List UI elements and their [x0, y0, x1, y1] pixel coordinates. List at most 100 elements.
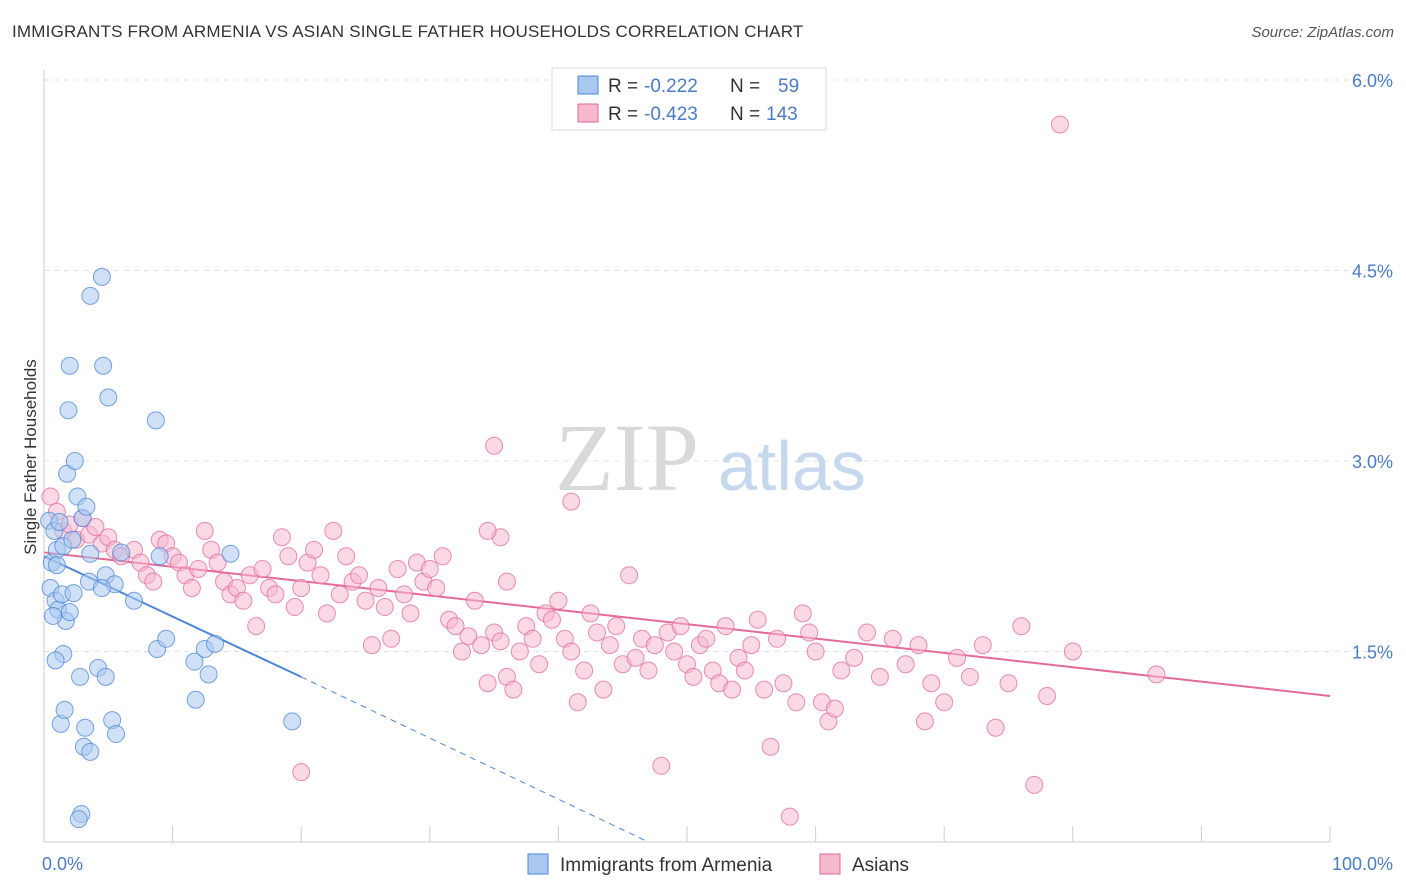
point-asians	[497, 572, 516, 591]
point-asians	[787, 693, 806, 712]
point-armenia	[81, 544, 100, 563]
point-armenia	[107, 725, 126, 744]
point-armenia	[112, 543, 131, 562]
point-asians	[362, 636, 381, 655]
point-asians	[485, 436, 504, 455]
legend-n-value: 59	[778, 76, 799, 97]
point-asians	[594, 680, 613, 699]
point-asians	[755, 680, 774, 699]
point-armenia	[185, 652, 204, 671]
point-asians	[870, 667, 889, 686]
point-armenia	[63, 530, 82, 549]
point-armenia	[64, 584, 83, 603]
point-asians	[883, 629, 902, 648]
point-asians	[915, 712, 934, 731]
point-armenia	[59, 401, 78, 420]
point-asians	[742, 636, 761, 655]
y-tick-label: 4.5%	[1352, 262, 1393, 282]
point-asians	[600, 636, 619, 655]
point-asians	[478, 674, 497, 693]
point-armenia	[186, 690, 205, 709]
point-armenia	[65, 452, 84, 470]
point-armenia	[60, 603, 79, 622]
point-asians	[935, 693, 954, 712]
point-asians	[1063, 642, 1082, 661]
axes	[43, 70, 1331, 843]
point-armenia	[60, 356, 79, 375]
point-asians	[266, 585, 285, 604]
point-asians	[986, 718, 1005, 737]
source-credit: Source: ZipAtlas.com	[1251, 24, 1394, 41]
point-asians	[832, 661, 851, 680]
legend-n-label: N =	[730, 104, 760, 125]
point-armenia	[99, 388, 118, 407]
point-asians	[716, 617, 735, 636]
point-asians	[195, 521, 214, 540]
point-asians	[684, 667, 703, 686]
point-armenia	[50, 512, 69, 531]
point-asians	[446, 617, 465, 636]
point-asians	[896, 655, 915, 674]
point-asians	[382, 629, 401, 648]
point-armenia	[199, 665, 218, 684]
point-asians	[549, 591, 568, 610]
point-armenia	[76, 718, 95, 737]
point-asians	[1147, 665, 1166, 684]
point-asians	[793, 604, 812, 623]
point-asians	[1050, 115, 1069, 134]
point-asians	[845, 648, 864, 667]
point-asians	[671, 617, 690, 636]
point-asians	[723, 680, 742, 699]
point-armenia	[92, 579, 111, 597]
point-asians	[305, 540, 324, 559]
point-asians	[41, 487, 60, 506]
point-armenia	[47, 556, 66, 575]
point-asians	[607, 617, 626, 636]
point-asians	[292, 763, 311, 782]
point-armenia	[146, 411, 165, 430]
point-armenia	[125, 591, 144, 610]
point-asians	[311, 566, 330, 585]
point-asians	[999, 674, 1018, 693]
point-asians	[568, 693, 587, 712]
point-asians	[530, 655, 549, 674]
point-asians	[208, 553, 227, 572]
point-asians	[330, 585, 349, 604]
point-asians	[973, 636, 992, 655]
point-asians	[761, 737, 780, 756]
point-asians	[459, 627, 478, 646]
legend-r-value: -0.222	[644, 76, 698, 97]
watermark-zip: ZIP	[555, 404, 699, 511]
point-armenia	[92, 267, 111, 286]
point-asians	[768, 629, 787, 648]
series-swatch-armenia	[527, 853, 549, 875]
point-armenia	[77, 497, 96, 516]
point-asians	[697, 629, 716, 648]
point-armenia	[157, 629, 176, 648]
y-tick-labels: 1.5% 3.0% 4.5% 6.0%	[1352, 71, 1393, 663]
point-asians	[858, 623, 877, 642]
point-asians	[144, 572, 163, 591]
point-armenia	[283, 712, 302, 731]
point-asians	[189, 559, 208, 578]
point-asians	[960, 667, 979, 686]
point-asians	[472, 636, 491, 655]
watermark-atlas: atlas	[718, 427, 866, 505]
x-tick-label: 100.0%	[1332, 854, 1393, 874]
point-asians	[427, 579, 446, 597]
watermark: ZIP atlas	[555, 404, 866, 511]
point-asians	[478, 521, 497, 540]
point-asians	[401, 604, 420, 623]
y-axis-title: Single Father Households	[21, 359, 40, 555]
point-armenia	[44, 606, 63, 625]
point-asians	[504, 680, 523, 699]
point-asians	[337, 547, 356, 566]
point-asians	[587, 623, 606, 642]
point-asians	[523, 629, 542, 648]
point-asians	[620, 566, 639, 585]
point-asians	[1025, 775, 1044, 794]
point-armenia	[81, 742, 100, 761]
point-asians	[774, 674, 793, 693]
point-asians	[369, 579, 388, 597]
point-asians	[234, 591, 253, 610]
